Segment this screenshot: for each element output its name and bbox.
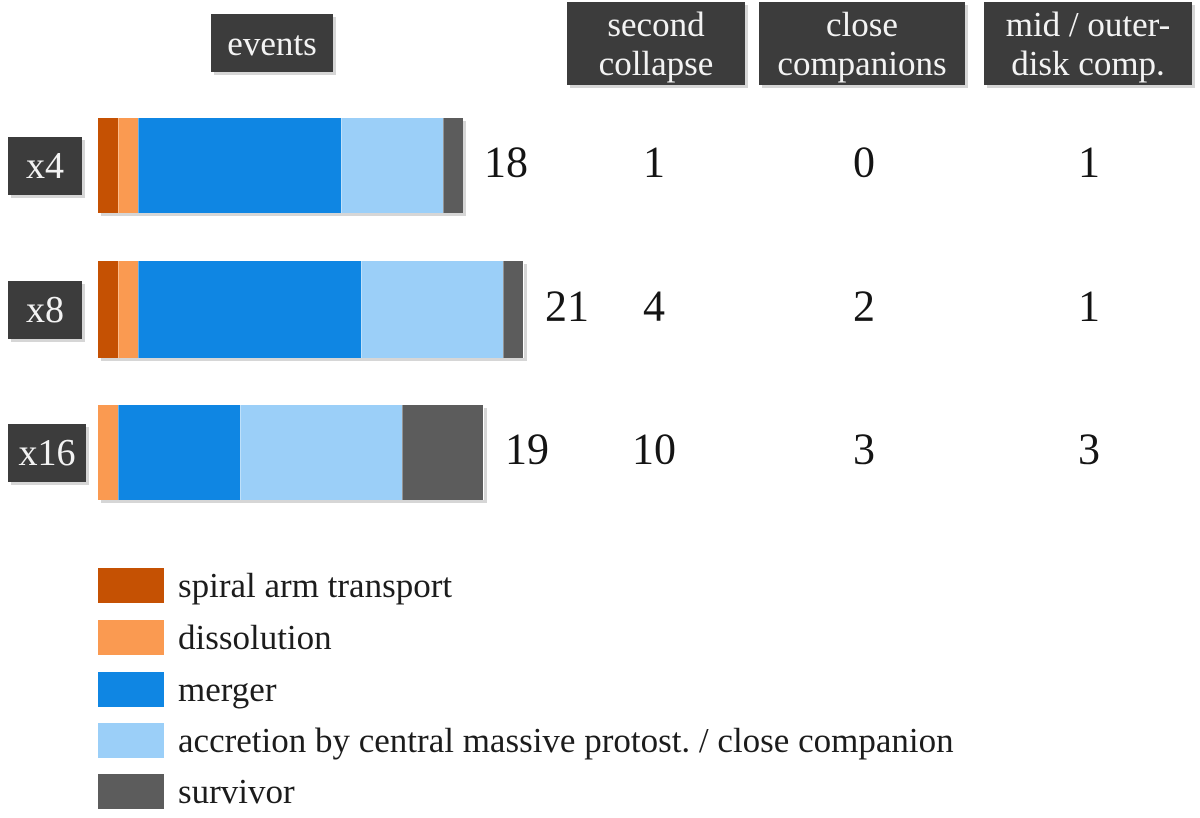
events-total-x16: 19 [505,424,549,474]
bar-segment-merger [138,118,341,213]
events-total-x4: 18 [484,137,528,187]
column-header-close-companions: close companions [759,2,965,85]
bar-segment-accretion [341,118,443,213]
cell-x4-second-collapse: 1 [643,137,665,187]
events-header-label: events [227,23,317,63]
cell-x8-second-collapse: 4 [643,281,665,331]
bar-segment-accretion [361,261,503,358]
events-bar-x8 [98,261,524,358]
legend-label-accretion: accretion by central massive protost. / … [178,721,954,760]
bar-segment-merger [138,261,361,358]
cell-x16-second-collapse: 10 [632,424,676,474]
bar-segment-survivor [443,118,463,213]
bar-segment-dissolution [98,405,118,500]
column-header-line: close [826,4,898,44]
legend-label-survivor: survivor [178,772,295,811]
column-header-line: mid / outer- [1005,4,1171,44]
cell-x16-close-companions: 3 [853,424,875,474]
bar-segment-survivor [503,261,523,358]
column-header-second-collapse: second collapse [567,2,745,85]
events-bar-x4 [98,118,463,213]
legend-label-merger: merger [178,670,277,709]
bar-segment-dissolution [118,118,138,213]
bar-segment-dissolution [118,261,138,358]
column-header-line: disk comp. [1011,43,1165,83]
legend-label-dissolution: dissolution [178,618,332,657]
cell-x8-mid-outer-disk-comp: 1 [1078,281,1100,331]
cell-x16-mid-outer-disk-comp: 3 [1078,424,1100,474]
row-label-x8: x8 [8,281,82,339]
row-label-x4: x4 [8,137,82,195]
bar-segment-accretion [240,405,402,500]
legend-swatch-dissolution [98,620,164,655]
legend-swatch-accretion [98,723,164,758]
bar-segment-merger [118,405,240,500]
bar-segment-spiral-arm-transport [98,118,118,213]
row-label-x16: x16 [8,424,86,482]
column-header-mid-outer-disk-comp: mid / outer- disk comp. [984,2,1192,85]
column-header-line: companions [777,43,947,83]
legend-swatch-spiral-arm-transport [98,568,164,603]
events-header-box: events [211,14,333,72]
cell-x4-close-companions: 0 [853,137,875,187]
cell-x8-close-companions: 2 [853,281,875,331]
bar-segment-spiral-arm-transport [98,261,118,358]
legend-swatch-merger [98,672,164,707]
column-header-line: second [607,4,705,44]
column-header-line: collapse [598,43,714,83]
bar-segment-survivor [402,405,483,500]
events-bar-x16 [98,405,484,500]
legend-swatch-survivor [98,774,164,809]
cell-x4-mid-outer-disk-comp: 1 [1078,137,1100,187]
events-total-x8: 21 [545,281,589,331]
legend-label-spiral-arm-transport: spiral arm transport [178,566,453,605]
